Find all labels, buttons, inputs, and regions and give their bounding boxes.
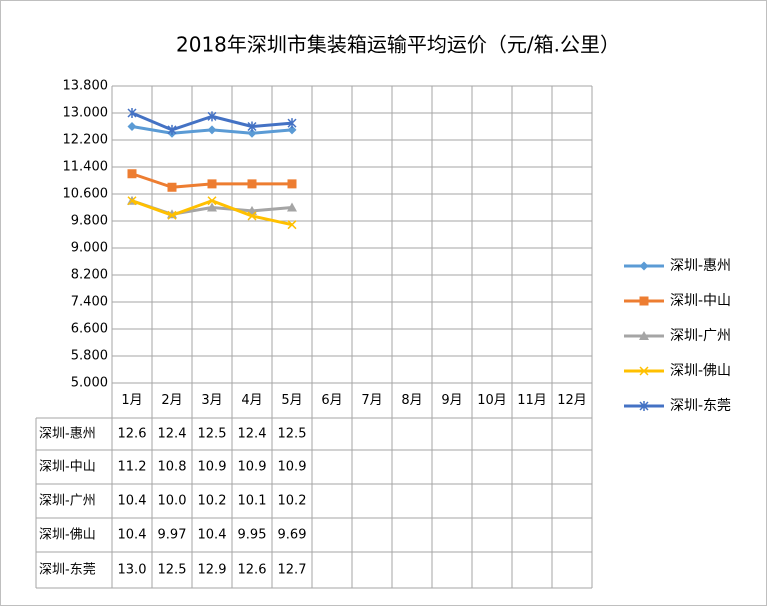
x-tick-label: 6月 <box>321 393 342 408</box>
marker <box>639 366 649 376</box>
y-tick-label: 5.000 <box>71 376 108 391</box>
y-tick-label: 7.400 <box>71 295 108 310</box>
legend-label: 深圳-佛山 <box>670 363 731 379</box>
y-tick-label: 10.600 <box>63 187 109 202</box>
marker <box>287 118 297 129</box>
table-cell: 10.4 <box>198 528 227 543</box>
table-cell: 12.7 <box>278 563 307 578</box>
marker <box>639 296 649 306</box>
marker <box>207 202 217 212</box>
table-cell: 10.0 <box>158 494 187 509</box>
legend-label: 深圳-广州 <box>670 328 731 344</box>
marker <box>167 210 177 220</box>
table-row-label: 深圳-东莞 <box>39 563 96 578</box>
y-tick-label: 5.800 <box>71 349 108 364</box>
table-cell: 10.9 <box>278 460 307 475</box>
marker <box>127 196 137 206</box>
table-cell: 12.4 <box>158 427 187 442</box>
table-cell: 10.2 <box>278 494 307 509</box>
marker <box>247 211 257 221</box>
marker <box>167 124 177 135</box>
x-tick-label: 12月 <box>557 393 587 408</box>
table-row-label: 深圳-惠州 <box>39 427 96 442</box>
x-tick-label: 3月 <box>201 393 222 408</box>
marker <box>127 122 137 131</box>
table-cell: 9.97 <box>158 528 187 543</box>
table-cell: 10.9 <box>198 460 227 475</box>
marker <box>247 128 257 138</box>
marker <box>207 179 217 189</box>
x-tick-label: 10月 <box>477 393 507 408</box>
marker <box>287 125 297 135</box>
marker <box>639 401 649 411</box>
marker <box>127 108 137 118</box>
table-cell: 10.4 <box>118 494 147 509</box>
marker <box>247 179 257 189</box>
y-tick-label: 9.800 <box>71 214 108 229</box>
y-tick-label: 9.000 <box>71 241 108 256</box>
table-cell: 12.5 <box>198 427 227 442</box>
table-cell: 12.4 <box>238 427 267 442</box>
marker <box>127 169 137 179</box>
x-tick-label: 2月 <box>161 393 182 408</box>
x-tick-label: 5月 <box>281 393 302 408</box>
table-cell: 12.5 <box>278 427 307 442</box>
x-tick-label: 1月 <box>121 393 142 408</box>
marker <box>207 111 217 122</box>
table-cell: 10.9 <box>238 460 267 475</box>
marker <box>287 220 297 230</box>
marker <box>287 179 297 189</box>
legend-label: 深圳-惠州 <box>670 258 731 274</box>
x-tick-label: 8月 <box>401 393 422 408</box>
marker <box>207 196 217 206</box>
y-tick-label: 8.200 <box>71 268 108 283</box>
x-tick-label: 11月 <box>517 393 547 408</box>
y-tick-label: 13.800 <box>63 79 109 94</box>
legend-label: 深圳-中山 <box>670 293 731 309</box>
chart-title: 2018年深圳市集装箱运输平均运价（元/箱.公里） <box>176 33 620 57</box>
marker <box>287 202 297 212</box>
table-cell: 10.1 <box>238 494 267 509</box>
table-cell: 12.9 <box>198 563 227 578</box>
marker <box>247 121 257 132</box>
marker <box>639 331 649 340</box>
table-cell: 11.2 <box>118 460 147 475</box>
x-tick-label: 4月 <box>241 393 262 408</box>
table-cell: 10.8 <box>158 460 187 475</box>
marker <box>207 125 217 135</box>
table-cell: 12.6 <box>238 563 267 578</box>
marker <box>167 182 177 192</box>
table-cell: 10.2 <box>198 494 227 509</box>
table-cell: 12.5 <box>158 563 187 578</box>
y-tick-label: 11.400 <box>63 160 109 175</box>
table-cell: 13.0 <box>118 563 147 578</box>
table-row-label: 深圳-中山 <box>39 460 96 475</box>
table-row-label: 深圳-佛山 <box>39 528 96 543</box>
table-cell: 9.69 <box>278 528 307 543</box>
y-tick-label: 12.200 <box>63 133 109 148</box>
y-tick-label: 13.000 <box>63 106 109 121</box>
table-row-label: 深圳-广州 <box>39 494 96 509</box>
table-cell: 9.95 <box>238 528 267 543</box>
x-tick-label: 9月 <box>441 393 462 408</box>
y-tick-label: 6.600 <box>71 322 108 337</box>
table-cell: 10.4 <box>118 528 147 543</box>
legend-label: 深圳-东莞 <box>670 398 731 414</box>
table-cell: 12.6 <box>118 427 147 442</box>
marker <box>639 261 649 271</box>
x-tick-label: 7月 <box>361 393 382 408</box>
